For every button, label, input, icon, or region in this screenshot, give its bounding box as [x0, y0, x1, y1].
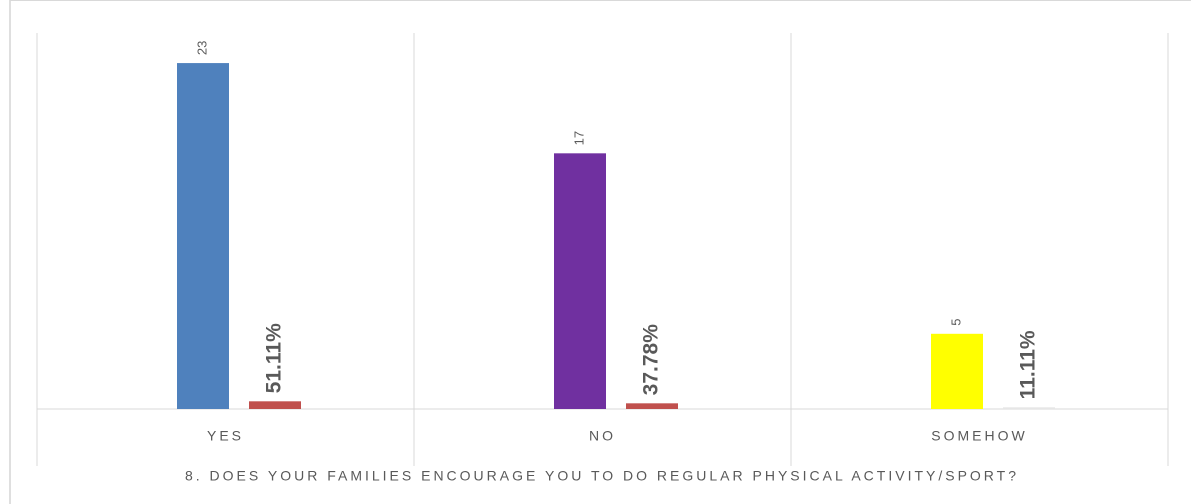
x-tick-label: SOMEHOW — [931, 428, 1027, 444]
data-label: 51.11% — [263, 323, 286, 393]
x-axis-title: 8. DOES YOUR FAMILIES ENCOURAGE YOU TO D… — [185, 468, 1019, 484]
x-tick-label: YES — [207, 428, 244, 444]
data-label: 17 — [571, 131, 586, 145]
bar — [177, 63, 229, 410]
data-label: 5 — [948, 319, 963, 326]
data-label: 37.78% — [640, 324, 663, 396]
bar — [931, 333, 983, 409]
bar — [1003, 407, 1055, 409]
data-label: 23 — [194, 41, 209, 55]
bar — [626, 403, 678, 409]
x-tick-label: NO — [589, 428, 616, 444]
bar — [249, 401, 301, 409]
data-label: 11.11% — [1017, 330, 1040, 399]
bar — [554, 153, 606, 409]
